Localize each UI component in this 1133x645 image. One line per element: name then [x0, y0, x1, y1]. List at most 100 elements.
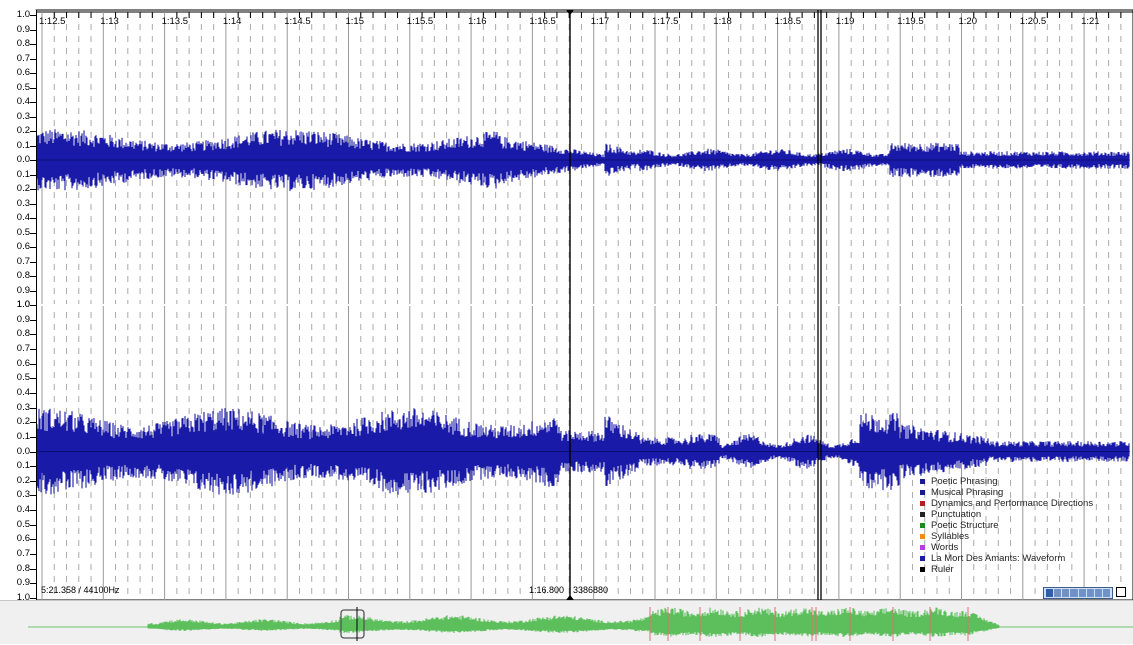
amplitude-tick: [30, 568, 36, 570]
legend-swatch: [920, 523, 925, 528]
amplitude-tick: [30, 378, 36, 380]
ruler-label: 1:20: [959, 16, 978, 27]
amplitude-tick: [30, 44, 36, 45]
ruler-label: 1:19: [836, 16, 855, 27]
amplitude-label: 0.2: [16, 474, 30, 486]
legend-item[interactable]: Punctuation: [920, 509, 1120, 520]
amplitude-label: 0.9: [16, 313, 30, 325]
legend-swatch: [920, 479, 925, 484]
amplitude-label: 0.4: [16, 504, 30, 516]
amplitude-tick: [30, 261, 36, 263]
amplitude-tick: [30, 232, 36, 234]
amplitude-label: 0.9: [16, 284, 30, 296]
amplitude-tick: [30, 305, 36, 306]
amplitude-axis: 1.0 0.9 0.8 0.7 0.6 0.5 0.4 0.3 0.2 0.1 0.0 0.1 0.2 0…: [0, 9, 37, 603]
cursor-sample: 3386880: [573, 585, 609, 595]
overview-waveform[interactable]: [0, 601, 1133, 645]
legend-label: Dynamics and Performance Directions: [931, 498, 1094, 509]
amplitude-tick: [30, 160, 36, 161]
amplitude-label: 0.8: [16, 562, 30, 574]
amplitude-label: 0.8: [16, 328, 30, 340]
legend-item[interactable]: Words: [920, 542, 1120, 553]
amplitude-label: 0.5: [16, 518, 30, 530]
zoom-segment: [1070, 589, 1078, 597]
amplitude-label: 0.1: [16, 139, 30, 151]
amplitude-tick: [30, 29, 36, 31]
legend-item[interactable]: Musical Phrasing: [920, 487, 1120, 498]
amplitude-label: 0.3: [16, 401, 30, 413]
legend-swatch: [920, 490, 925, 495]
ruler-label: 1:14: [223, 16, 242, 27]
legend-swatch: [920, 534, 925, 539]
zoom-slider-icon[interactable]: [1043, 587, 1113, 599]
amplitude-tick: [30, 319, 36, 321]
legend-item[interactable]: Poetic Structure: [920, 520, 1120, 531]
zoom-segment: [1078, 589, 1086, 597]
amplitude-tick: [30, 203, 36, 205]
zoom-segment: [1054, 589, 1062, 597]
amplitude-tick: [30, 218, 36, 219]
amplitude-label: 1.0: [16, 299, 30, 310]
amplitude-label: 0.0: [16, 445, 30, 457]
legend-item[interactable]: Syllables: [920, 531, 1120, 542]
legend-item[interactable]: Poetic Phrasing: [920, 476, 1120, 487]
zoom-segment: [1062, 589, 1070, 597]
duration-sample-rate: 5:21.358 / 44100Hz: [41, 585, 120, 595]
amplitude-tick: [30, 348, 36, 350]
amplitude-label: 0.7: [16, 342, 30, 354]
legend-item[interactable]: Ruler: [920, 564, 1120, 575]
ruler-label: 1:16: [468, 16, 487, 27]
amplitude-tick: [30, 247, 36, 248]
amplitude-tick: [30, 131, 36, 132]
amplitude-label: 0.7: [16, 52, 30, 64]
amplitude-label: 0.3: [16, 197, 30, 209]
amplitude-label: 0.9: [16, 577, 30, 589]
amplitude-label: 0.5: [16, 226, 30, 238]
legend-swatch: [920, 512, 925, 517]
amplitude-tick: [30, 145, 36, 147]
amplitude-label: 0.6: [16, 241, 30, 252]
ruler-label: 1:13: [100, 16, 119, 27]
amplitude-label: 0.2: [16, 416, 30, 428]
amplitude-tick: [30, 276, 36, 277]
cursor-marker-bottom: [566, 595, 574, 600]
cursor-time: 1:16.800: [529, 585, 565, 595]
amplitude-label: 0.5: [16, 372, 30, 384]
zoom-segment: [1102, 589, 1110, 597]
amplitude-label: 0.4: [16, 96, 30, 107]
ruler-label: 1:20.5: [1020, 16, 1046, 27]
legend-item[interactable]: La Mort Des Amants: Waveform: [920, 553, 1120, 564]
legend-label: Punctuation: [931, 509, 982, 520]
amplitude-label: 0.1: [16, 460, 30, 472]
ruler-label: 1:17.5: [652, 16, 678, 27]
layer-legend: Poetic Phrasing Musical Phrasing Dynamics …: [920, 476, 1120, 575]
amplitude-tick: [30, 73, 36, 74]
amplitude-label: 1.0: [16, 9, 30, 20]
amplitude-label: 0.4: [16, 212, 30, 223]
ruler-label: 1:14.5: [284, 16, 310, 27]
amplitude-label: 1.0: [16, 299, 30, 310]
zoom-segment: [1086, 589, 1094, 597]
overview-panner[interactable]: [0, 600, 1133, 644]
amplitude-tick: [30, 422, 36, 424]
legend-swatch: [920, 545, 925, 550]
amplitude-label: 0.5: [16, 81, 30, 93]
amplitude-label: 0.0: [16, 154, 30, 165]
fullscreen-icon[interactable]: [1116, 587, 1126, 597]
waveform-canvas[interactable]: 1:12.5 1:13 1:13.5 1:14 1:14.5 1:15 1:15.5 1:16…: [0, 0, 1133, 600]
legend-swatch: [920, 556, 925, 561]
amplitude-label: 0.6: [16, 533, 30, 545]
amplitude-label: 0.7: [16, 548, 30, 560]
overview-viewport-handle: [340, 609, 365, 639]
legend-label: Ruler: [931, 564, 954, 575]
amplitude-label: 0.1: [16, 430, 30, 442]
amplitude-label: 0.1: [16, 168, 30, 180]
amplitude-tick: [30, 436, 36, 438]
ruler-label: 1:19.5: [897, 16, 923, 27]
amplitude-label: 0.2: [16, 125, 30, 136]
ruler-label: 1:21: [1081, 16, 1100, 27]
legend-swatch: [920, 501, 925, 506]
amplitude-tick: [30, 87, 36, 89]
ruler-label: 1:12.5: [39, 16, 65, 27]
legend-item[interactable]: Dynamics and Performance Directions: [920, 498, 1120, 509]
